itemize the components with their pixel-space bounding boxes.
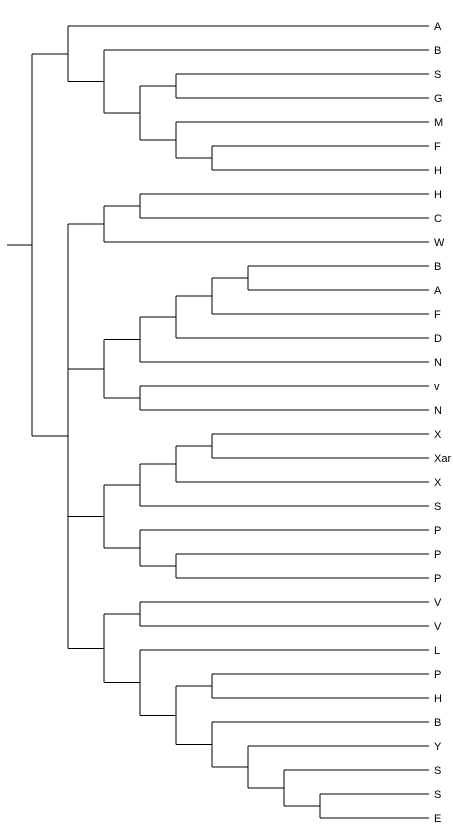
- leaf-label: X: [434, 477, 442, 489]
- leaf-label: S: [434, 765, 441, 777]
- leaf-label: B: [434, 45, 441, 57]
- leaf-label: B: [434, 261, 441, 273]
- leaf-label: E: [434, 813, 441, 825]
- leaf-label: N: [434, 405, 442, 417]
- leaf-label: G: [434, 93, 443, 105]
- leaf-label: S: [434, 789, 441, 801]
- leaf-label: Y: [434, 741, 442, 753]
- leaf-label: A: [434, 21, 442, 33]
- leaf-label: P: [434, 549, 441, 561]
- leaf-label: P: [434, 669, 441, 681]
- leaf-label: Xar: [434, 453, 451, 465]
- leaf-label: W: [434, 237, 445, 249]
- leaf-label: F: [434, 309, 441, 321]
- leaf-label: H: [434, 693, 442, 705]
- leaf-label: v: [434, 381, 440, 393]
- leaf-label: D: [434, 333, 442, 345]
- leaf-label: B: [434, 717, 441, 729]
- leaf-label: H: [434, 165, 442, 177]
- leaf-label: S: [434, 69, 441, 81]
- leaf-label: V: [434, 621, 442, 633]
- leaf-label: X: [434, 429, 442, 441]
- leaf-label: C: [434, 213, 442, 225]
- leaf-label: N: [434, 357, 442, 369]
- leaf-label: V: [434, 597, 442, 609]
- leaf-label: L: [434, 645, 440, 657]
- leaf-label: F: [434, 141, 441, 153]
- leaf-label: S: [434, 501, 441, 513]
- leaf-label: P: [434, 573, 441, 585]
- leaf-label: A: [434, 285, 442, 297]
- leaf-label: H: [434, 189, 442, 201]
- leaf-label: P: [434, 525, 441, 537]
- leaf-label: M: [434, 117, 443, 129]
